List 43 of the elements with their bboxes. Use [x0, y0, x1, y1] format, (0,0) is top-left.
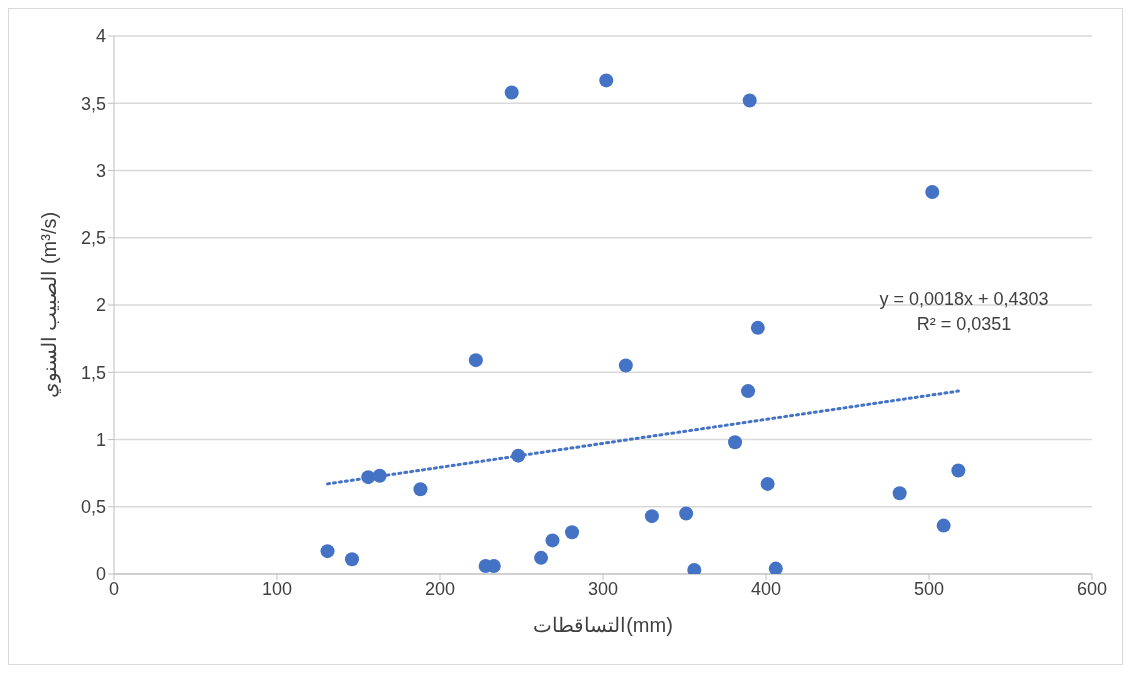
- y-axis-title: الصبيب السنوي (m³/s): [38, 211, 62, 399]
- y-tick-label: 1,5: [80, 362, 106, 383]
- x-tick-label: 400: [750, 578, 782, 599]
- point: [565, 525, 580, 540]
- point: [599, 73, 614, 88]
- x-tick-label: 0: [108, 578, 120, 599]
- y-tick-label: 0: [95, 564, 106, 585]
- x-tick-label: 600: [1076, 578, 1108, 599]
- point: [742, 93, 757, 108]
- point: [687, 562, 702, 574]
- point: [545, 533, 560, 548]
- point: [925, 185, 940, 200]
- point: [728, 435, 743, 450]
- annotation: R² = 0,0351: [915, 313, 1013, 336]
- point: [936, 518, 951, 533]
- annotation: y = 0,0018x + 0,4303: [878, 288, 1050, 311]
- point: [679, 506, 694, 521]
- y-tick-label: 4: [95, 26, 106, 47]
- point: [892, 486, 907, 501]
- x-tick-label: 100: [261, 578, 293, 599]
- y-tick-label: 1: [95, 429, 106, 450]
- point: [760, 476, 775, 491]
- point: [413, 482, 428, 497]
- point: [750, 320, 765, 335]
- x-tick-label: 300: [587, 578, 619, 599]
- point: [741, 384, 756, 399]
- y-tick-label: 0,5: [80, 497, 106, 518]
- point: [534, 550, 549, 565]
- y-tick-label: 3: [95, 160, 106, 181]
- point: [468, 353, 483, 368]
- x-tick-label: 200: [424, 578, 456, 599]
- point: [344, 552, 359, 567]
- point: [504, 85, 519, 100]
- point: [644, 509, 659, 524]
- x-axis-title: التساقطات(mm): [533, 614, 673, 636]
- y-tick-label: 2: [95, 295, 106, 316]
- point: [768, 561, 783, 574]
- y-tick-label: 3,5: [80, 93, 106, 114]
- y-tick-label: 2,5: [80, 228, 106, 249]
- point: [320, 544, 335, 559]
- point: [618, 358, 633, 373]
- x-tick-label: 500: [913, 578, 945, 599]
- point: [951, 463, 966, 478]
